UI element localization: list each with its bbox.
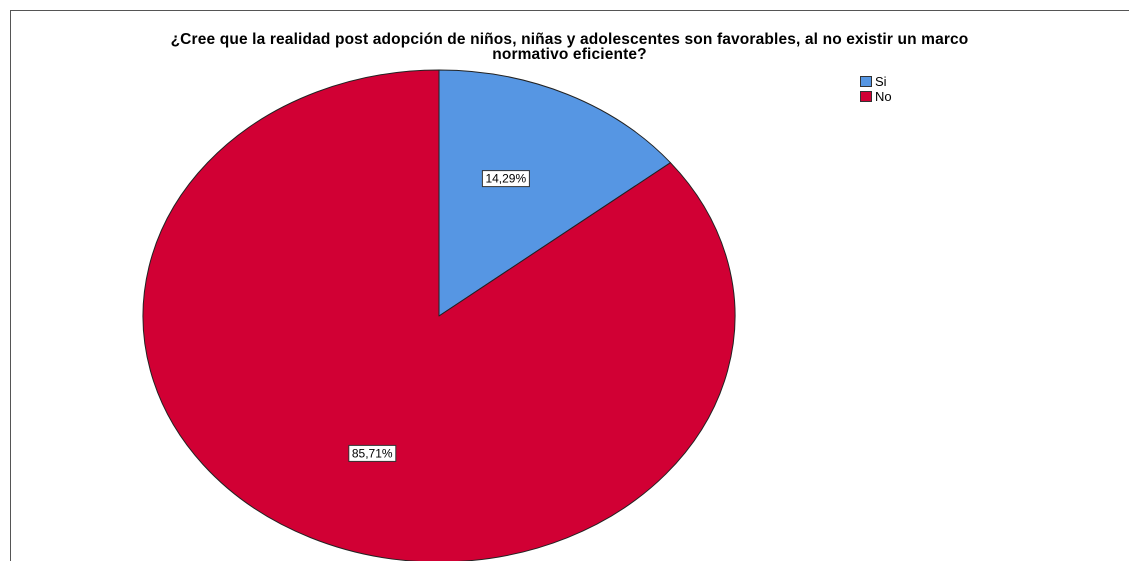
legend-label-no: No bbox=[875, 89, 892, 104]
chart-title-line-2: normativo eficiente? bbox=[492, 46, 647, 63]
chart-legend: Si No bbox=[860, 74, 892, 104]
chart-frame bbox=[10, 10, 1129, 561]
legend-item-si: Si bbox=[860, 74, 892, 89]
data-label-text: 85,71% bbox=[352, 446, 393, 460]
data-label-box bbox=[348, 444, 397, 462]
data-label-box bbox=[481, 170, 530, 188]
data-label-no: 85,71% bbox=[348, 444, 397, 462]
pie-slice-no bbox=[142, 69, 736, 561]
pie-slices bbox=[142, 69, 736, 561]
pie-slice-si bbox=[438, 69, 671, 317]
pie-data-labels: 14,29% 85,71% bbox=[348, 170, 530, 462]
legend-swatch-no bbox=[860, 91, 872, 102]
data-label-si: 14,29% bbox=[481, 170, 530, 188]
data-label-text: 14,29% bbox=[485, 172, 526, 186]
legend-item-no: No bbox=[860, 89, 892, 104]
chart-title-line-1: ¿Cree que la realidad post adopción de n… bbox=[170, 31, 969, 48]
legend-swatch-si bbox=[860, 76, 872, 87]
chart-title: ¿Cree que la realidad post adopción de n… bbox=[10, 31, 1129, 63]
legend-label-si: Si bbox=[875, 74, 887, 89]
